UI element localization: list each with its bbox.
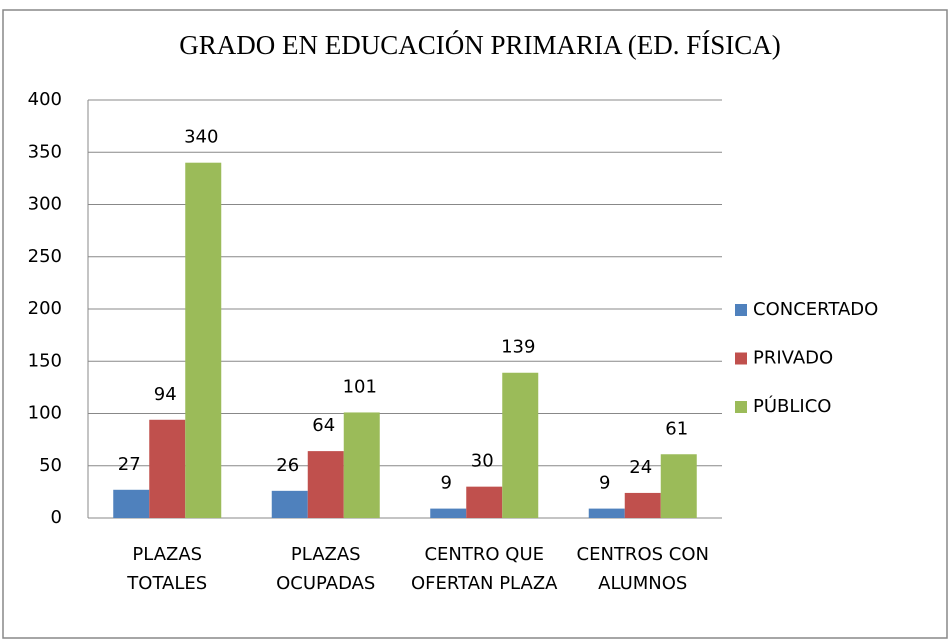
data-label: 94 — [154, 384, 177, 405]
data-label: 9 — [441, 473, 452, 494]
bar — [430, 508, 467, 518]
legend-swatch — [735, 352, 747, 365]
y-tick-label: 100 — [28, 403, 62, 424]
x-tick-label: CENTROS CON ALUMNOS — [577, 544, 709, 594]
data-label: 340 — [184, 127, 218, 148]
y-tick-label: 250 — [28, 246, 62, 267]
legend-label: PRIVADO — [753, 348, 833, 369]
y-tick-label: 150 — [28, 350, 62, 371]
data-label: 9 — [599, 473, 610, 494]
bar — [149, 419, 186, 518]
bar — [588, 508, 625, 518]
bar — [466, 486, 503, 518]
data-label: 101 — [343, 376, 377, 397]
y-tick-label: 300 — [28, 194, 62, 215]
y-tick-label: 0 — [51, 507, 62, 528]
bar — [624, 492, 661, 518]
x-tick-label: PLAZAS TOTALES — [126, 544, 207, 594]
data-label: 26 — [276, 455, 299, 476]
chart-title: GRADO EN EDUCACIÓN PRIMARIA (ED. FÍSICA) — [179, 30, 781, 60]
bar — [113, 489, 150, 518]
legend-swatch — [735, 304, 747, 316]
y-tick-label: 350 — [28, 141, 62, 162]
legend-label: CONCERTADO — [753, 299, 878, 320]
y-tick-label: 400 — [28, 89, 62, 110]
data-label: 61 — [665, 418, 688, 439]
legend-label: PÚBLICO — [753, 395, 831, 417]
y-tick-label: 200 — [28, 298, 62, 319]
data-label: 64 — [312, 415, 335, 436]
bar — [271, 490, 308, 518]
bar — [343, 412, 380, 518]
bar — [185, 162, 222, 518]
data-label: 27 — [118, 454, 141, 475]
x-tick-label: CENTRO QUE OFERTAN PLAZA — [411, 544, 558, 594]
y-tick-label: 50 — [39, 455, 62, 476]
bar — [660, 454, 697, 518]
data-label: 30 — [471, 451, 494, 472]
legend-swatch — [735, 401, 747, 413]
chart-frame — [2, 9, 948, 639]
bar — [502, 372, 539, 518]
data-label: 24 — [629, 457, 652, 478]
bar — [307, 451, 344, 518]
data-label: 139 — [501, 337, 535, 358]
x-tick-label: PLAZAS OCUPADAS — [276, 544, 375, 594]
